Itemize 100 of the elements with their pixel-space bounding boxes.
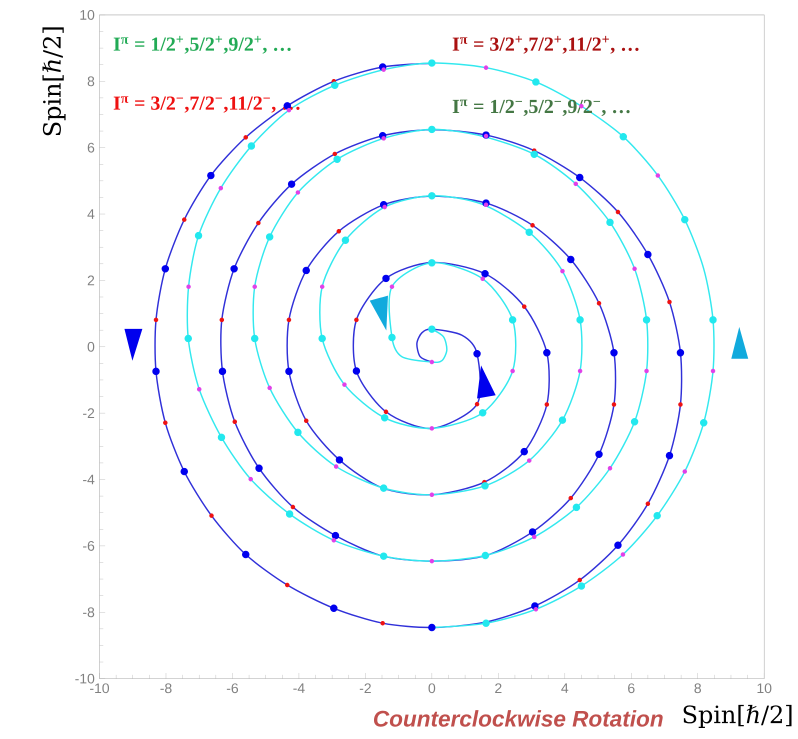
text: I$^{π}$ = 1/2$^{+}$,5/2$^{+}$,9/2$^{+}$, … [114,36,291,54]
point [218,433,226,441]
y-tick-label: -6 [83,540,94,551]
point [354,317,359,322]
point [266,233,274,240]
point [384,409,388,414]
point [576,316,584,324]
point [543,348,551,356]
point [255,464,263,472]
point [390,284,394,289]
point [678,402,683,407]
y-tick-label: 10 [80,10,94,20]
point [286,510,294,518]
point [381,67,386,72]
point [642,316,650,324]
point [207,172,215,180]
point [318,334,326,342]
point [152,367,160,375]
point [320,284,324,289]
x-tick-label: -8 [160,683,172,694]
point [381,136,386,140]
point [578,582,586,590]
y-tick-label: 8 [88,76,94,86]
point [332,532,340,540]
point [681,216,688,224]
point [332,538,336,542]
point [230,264,238,272]
x-tick-label: -6 [226,683,238,694]
point [428,258,436,266]
point [428,624,436,632]
point [596,300,602,306]
point [285,367,293,375]
point [666,452,674,460]
x-tick-label: 0 [428,683,436,694]
point [474,402,480,406]
point [653,512,661,520]
point [530,150,538,158]
point [248,476,253,482]
point [304,418,308,423]
point [336,456,344,464]
point [163,420,168,425]
point [242,550,250,558]
point [667,300,672,304]
x-tick-label: 4 [561,683,568,693]
y-tick-label: -10 [75,674,94,684]
point [428,192,436,200]
y-tick-label: 0 [88,342,94,352]
point [577,578,582,582]
point [251,334,258,342]
y-axis-title: Spin[ℏ/2] [42,27,66,136]
point [302,266,310,274]
point [336,228,342,234]
point [528,528,536,536]
point [526,228,533,236]
point [482,552,490,560]
point [428,325,436,333]
point [473,350,481,358]
point [380,484,388,492]
point [532,534,536,540]
point [612,402,616,407]
x-tick-label: -4 [293,683,305,693]
point [382,204,387,210]
point [285,582,290,588]
point [352,367,360,375]
point [267,386,272,390]
point [180,468,188,476]
point [595,450,603,458]
point [608,466,612,470]
x-tick-label: 2 [495,683,502,693]
point [606,218,614,226]
x-tick-label: 10 [758,683,772,694]
x-tick-label: 8 [694,683,701,694]
point [520,448,528,456]
point [333,155,341,163]
point [480,276,485,281]
point [186,284,191,289]
point [478,408,486,416]
y-tick-label: -2 [83,408,94,418]
x-tick-label: -2 [360,683,371,693]
point [218,367,226,375]
point [700,418,708,426]
point [532,78,540,86]
point [482,619,490,627]
point [484,202,488,207]
point [567,256,574,264]
point [430,558,434,564]
point [710,368,716,374]
point [430,426,434,431]
point [709,316,717,324]
point [248,142,256,150]
point [380,552,388,560]
point [243,134,248,140]
point [484,65,488,70]
point [342,236,350,244]
point [534,606,538,612]
point [294,428,302,436]
point [220,317,224,322]
point [232,419,238,424]
y-tick-label: -4 [83,474,94,484]
point [342,382,347,387]
